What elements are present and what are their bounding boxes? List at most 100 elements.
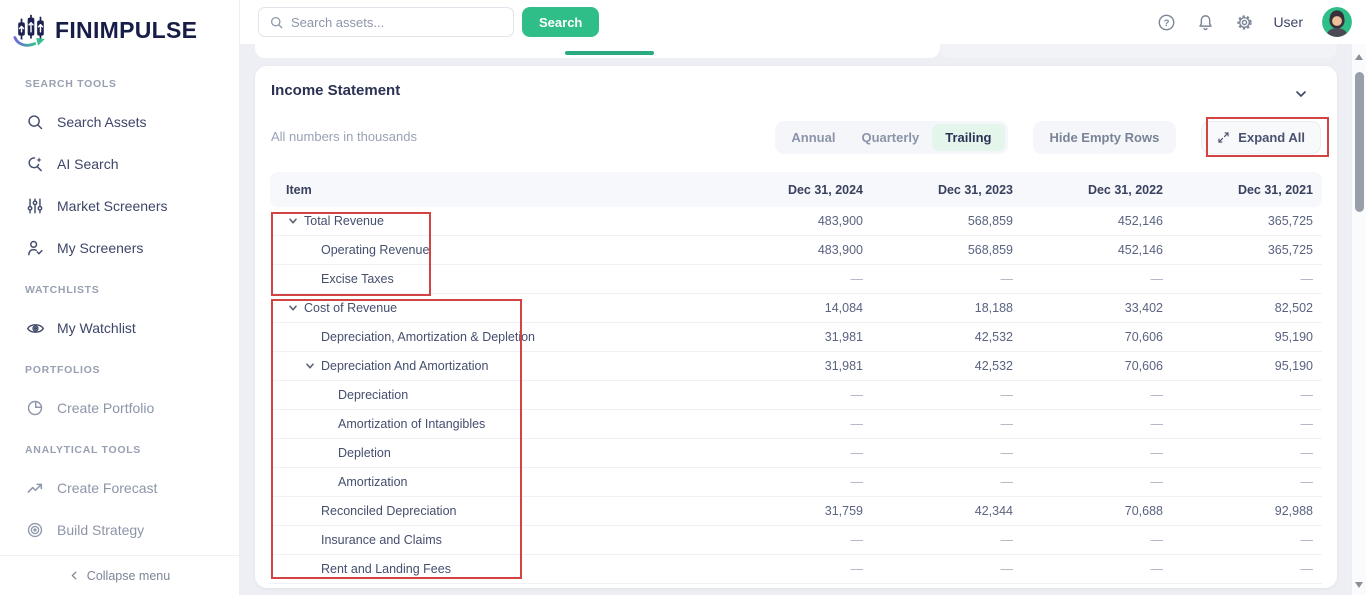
sidebar-item-search-assets[interactable]: Search Assets: [25, 112, 239, 132]
row-value-cell: —: [1000, 446, 1014, 460]
period-tab-annual[interactable]: Annual: [791, 130, 836, 145]
row-value-cell: 18,188: [974, 301, 1013, 315]
expand-all-button[interactable]: Expand All: [1201, 121, 1321, 154]
sidebar-item-label: Create Forecast: [57, 479, 158, 496]
hide-empty-rows-button[interactable]: Hide Empty Rows: [1032, 121, 1177, 154]
row-value-cell: 70,688: [1124, 504, 1163, 518]
sliders-icon: [25, 196, 45, 216]
app-logo[interactable]: FINIMPULSE: [0, 0, 239, 48]
row-value-cell: —: [1300, 533, 1314, 547]
row-label: Operating Revenue: [321, 243, 430, 257]
table-row-depreciation: Depreciation — — — —: [270, 381, 1322, 410]
brand-logo-icon: [13, 14, 45, 47]
sidebar-item-create-forecast[interactable]: Create Forecast: [25, 478, 239, 498]
user-menu-label[interactable]: User: [1273, 14, 1303, 30]
row-value-cell: 14,084: [824, 301, 863, 315]
sidebar-item-label: Search Assets: [57, 113, 147, 130]
user-avatar[interactable]: [1322, 7, 1352, 37]
row-value-cell: —: [850, 446, 864, 460]
row-value-cell: 95,190: [1274, 359, 1313, 373]
row-value-cell: —: [1000, 533, 1014, 547]
trend-icon: [25, 478, 45, 498]
row-expand-chevron-icon[interactable]: [288, 303, 304, 313]
row-label-cell: Rent and Landing Fees: [270, 562, 722, 576]
row-value-cell: —: [1300, 272, 1314, 286]
column-header-date: Dec 31, 2022: [1087, 182, 1163, 197]
sidebar-item-create-portfolio[interactable]: Create Portfolio: [25, 398, 239, 418]
expand-arrows-icon: [1218, 132, 1229, 143]
row-value-cell: —: [1150, 475, 1164, 489]
row-label: Excise Taxes: [321, 272, 394, 286]
table-row-cost-of-revenue: Cost of Revenue 14,084 18,188 33,402 82,502: [270, 294, 1322, 323]
help-icon[interactable]: ?: [1156, 12, 1176, 32]
table-row-depreciation-and-amortization: Depreciation And Amortization 31,981 42,53…: [270, 352, 1322, 381]
sidebar-item-my-screeners[interactable]: My Screeners: [25, 238, 239, 258]
period-tab-trailing[interactable]: Trailing: [932, 124, 1005, 151]
row-label-cell: Depreciation And Amortization: [270, 359, 722, 373]
chevron-left-icon: [71, 571, 77, 580]
row-expand-chevron-icon[interactable]: [305, 361, 321, 371]
row-value-cell: —: [850, 533, 864, 547]
collapse-menu-label: Collapse menu: [86, 568, 171, 583]
period-segmented-control: Annual Quarterly Trailing: [775, 121, 1008, 154]
row-value-cell: 92,988: [1274, 504, 1313, 518]
row-label: Rent and Landing Fees: [321, 562, 451, 576]
sidebar-item-my-watchlist[interactable]: My Watchlist: [25, 318, 239, 338]
row-label-cell: Depletion: [270, 446, 722, 460]
column-header-date: Dec 31, 2023: [937, 182, 1013, 197]
row-label: Amortization of Intangibles: [338, 417, 486, 431]
row-label-cell: Insurance and Claims: [270, 533, 722, 547]
search-icon: [270, 16, 283, 28]
asset-search-box[interactable]: [258, 7, 514, 37]
pie-icon: [25, 398, 45, 418]
sidebar-item-label: Create Portfolio: [57, 399, 155, 416]
row-value-cell: —: [850, 562, 864, 576]
row-value-cell: —: [850, 272, 864, 286]
sidebar-item-label: My Watchlist: [57, 319, 136, 336]
row-value-cell: —: [1300, 475, 1314, 489]
row-label: Amortization: [338, 475, 408, 489]
table-row-rent-and-landing-fees: Rent and Landing Fees — — — —: [270, 555, 1322, 584]
scrollbar-thumb[interactable]: [1355, 72, 1364, 212]
collapse-section-chevron-icon[interactable]: [1293, 86, 1309, 107]
scroll-up-arrow[interactable]: [1355, 54, 1363, 60]
sidebar-item-label: Market Screeners: [57, 197, 168, 214]
sidebar-nav: SEARCH TOOLS Search Assets AI Search Market…: [0, 48, 239, 540]
svg-text:?: ?: [1164, 17, 1170, 28]
period-tab-quarterly[interactable]: Quarterly: [861, 130, 920, 145]
sidebar-item-label: AI Search: [57, 155, 119, 172]
brand-name: FINIMPULSE: [55, 16, 198, 43]
sidebar-item-build-strategy[interactable]: Build Strategy: [25, 520, 239, 540]
target-icon: [25, 520, 45, 540]
row-expand-chevron-icon[interactable]: [288, 216, 304, 226]
vertical-scrollbar[interactable]: [1351, 44, 1366, 595]
row-value-cell: —: [1150, 417, 1164, 431]
income-statement-table: Item Dec 31, 2024 Dec 31, 2023 Dec 31, 2022…: [270, 172, 1322, 584]
row-label-cell: Operating Revenue: [270, 243, 722, 257]
row-label-cell: Reconciled Depreciation: [270, 504, 722, 518]
row-value-cell: —: [1150, 533, 1164, 547]
row-value-cell: —: [1150, 446, 1164, 460]
sidebar-item-market-screeners[interactable]: Market Screeners: [25, 196, 239, 216]
settings-gear-icon[interactable]: [1234, 12, 1254, 32]
sidebar-item-ai-search[interactable]: AI Search: [25, 154, 239, 174]
income-statement-card: Income Statement All numbers in thousand…: [255, 66, 1337, 588]
nav-section-label-analytical-tools: ANALYTICAL TOOLS: [25, 444, 142, 456]
row-value-cell: —: [1000, 475, 1014, 489]
search-button[interactable]: Search: [522, 7, 600, 37]
scroll-down-arrow[interactable]: [1355, 582, 1363, 588]
row-label: Depletion: [338, 446, 391, 460]
collapse-menu-button[interactable]: Collapse menu: [0, 555, 239, 595]
row-value-cell: —: [1300, 417, 1314, 431]
sidebar-item-label: Build Strategy: [57, 521, 145, 538]
row-label: Insurance and Claims: [321, 533, 442, 547]
units-note: All numbers in thousands: [271, 129, 417, 144]
notifications-bell-icon[interactable]: [1195, 12, 1215, 32]
eye-icon: [25, 318, 45, 338]
row-value-cell: 70,606: [1124, 359, 1163, 373]
row-label-cell: Excise Taxes: [270, 272, 722, 286]
row-value-cell: 70,606: [1124, 330, 1163, 344]
row-value-cell: 42,532: [974, 330, 1013, 344]
row-value-cell: —: [1150, 272, 1164, 286]
search-input[interactable]: [291, 14, 503, 30]
